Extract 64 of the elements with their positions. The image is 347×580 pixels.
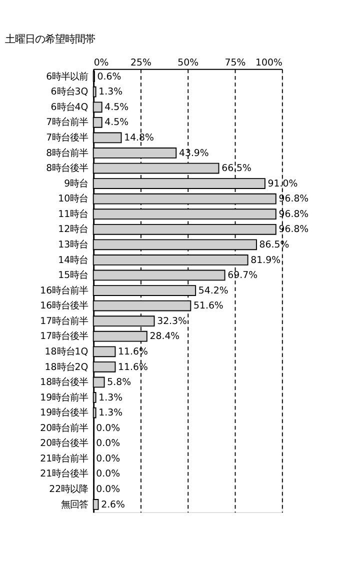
data-label: 43.9% (178, 148, 209, 159)
data-label: 11.6% (118, 362, 148, 373)
y-tick-label: 6時半以前 (46, 71, 88, 82)
y-tick-label: 10時台 (58, 194, 88, 205)
data-label: 0.0% (96, 422, 120, 434)
y-tick-label: 6時台4Q (50, 102, 88, 113)
y-tick-label: 21時台前半 (40, 453, 88, 464)
y-tick-label: 7時台後半 (46, 132, 88, 144)
data-label: 5.8% (107, 377, 132, 388)
data-label: 51.6% (193, 300, 224, 312)
y-tick-label: 19時台前半 (40, 392, 88, 404)
data-label: 96.8% (278, 194, 309, 205)
x-tick-label: 75% (224, 58, 246, 69)
data-label: 0.0% (96, 484, 120, 496)
data-label: 1.3% (98, 392, 123, 404)
x-tick-label: 50% (178, 58, 199, 69)
y-tick-label: 16時台後半 (40, 300, 88, 312)
data-label: 11.6% (118, 346, 148, 358)
y-tick-label: 無回答 (61, 499, 88, 510)
x-tick-label: 25% (130, 58, 152, 69)
y-tick-label: 7時台前半 (46, 117, 88, 128)
data-label: 81.9% (250, 254, 281, 266)
y-tick-label: 22時以降 (49, 484, 88, 496)
data-label: 32.3% (157, 316, 188, 327)
y-tick-label: 8時台前半 (46, 148, 88, 159)
x-tick-label: 0% (94, 58, 109, 69)
data-label: 2.6% (101, 499, 126, 510)
y-tick-label: 14時台 (58, 254, 88, 266)
data-label: 66.5% (222, 163, 252, 174)
data-label: 69.7% (228, 270, 258, 282)
y-tick-label: 21時台後半 (40, 468, 88, 480)
y-tick-label: 8時台後半 (46, 163, 88, 174)
data-label: 4.5% (104, 102, 129, 113)
data-label: 0.0% (96, 438, 120, 450)
data-label: 0.6% (97, 71, 122, 82)
y-tick-label: 15時台 (58, 270, 88, 282)
y-tick-label: 17時台前半 (40, 316, 88, 327)
y-tick-label: 16時台前半 (40, 285, 88, 296)
data-label: 1.3% (98, 408, 123, 419)
y-tick-label: 19時台後半 (40, 408, 88, 419)
data-label: 96.8% (278, 224, 309, 236)
y-tick-label: 17時台後半 (40, 331, 88, 342)
y-tick-label: 9時台 (64, 178, 88, 190)
data-label: 1.3% (98, 86, 123, 98)
chart-title: 土曜日の希望時間帯 (4, 34, 95, 46)
data-label: 54.2% (198, 285, 228, 296)
y-tick-label: 6時台3Q (50, 86, 88, 98)
y-tick-label: 13時台 (58, 240, 88, 250)
y-tick-label: 18時台1Q (44, 346, 88, 358)
data-label: 4.5% (104, 117, 129, 128)
data-label: 28.4% (150, 331, 180, 342)
data-label: 14.8% (124, 132, 154, 144)
data-label: 0.0% (96, 453, 120, 464)
y-tick-label: 12時台 (58, 224, 88, 236)
y-tick-label: 11時台 (58, 208, 88, 220)
y-tick-label: 20時台後半 (40, 438, 88, 450)
y-tick-label: 20時台前半 (40, 422, 88, 434)
x-tick-label: 100% (256, 58, 282, 69)
data-label: 96.8% (278, 208, 309, 220)
data-label: 0.0% (96, 468, 120, 480)
y-tick-label: 18時台後半 (40, 377, 88, 388)
y-tick-label: 18時台2Q (44, 362, 88, 373)
data-label: 91.0% (268, 178, 298, 190)
data-label: 86.5% (259, 240, 290, 250)
